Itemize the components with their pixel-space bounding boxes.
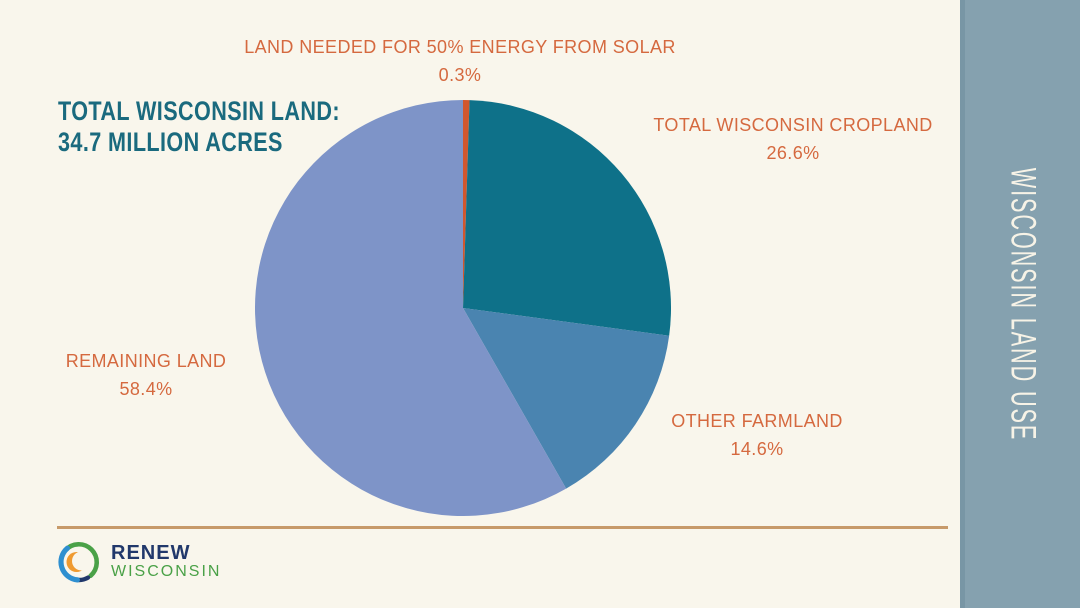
renew-wisconsin-logo: RENEW WISCONSIN <box>55 538 221 586</box>
pie-chart <box>254 99 672 516</box>
renew-logo-swirl-icon <box>58 542 99 583</box>
chart-title-line1: TOTAL WISCONSIN LAND: <box>58 96 340 126</box>
chart-title-line2: 34.7 MILLION ACRES <box>58 127 283 157</box>
pie-slice-1 <box>463 100 672 336</box>
slice-value-cropland: 26.6% <box>766 143 820 163</box>
logo-text: RENEW WISCONSIN <box>111 541 222 581</box>
logo-wisconsin-text: WISCONSIN <box>111 562 222 580</box>
pie-slice-0 <box>463 99 470 308</box>
slice-label-cropland: TOTAL WISCONSIN CROPLAND 26.6% <box>643 111 943 167</box>
slice-value-farmland: 14.6% <box>730 439 784 459</box>
slice-label-remaining-text: REMAINING LAND <box>65 351 227 371</box>
chart-title: TOTAL WISCONSIN LAND: 34.7 MILLION ACRES <box>58 96 340 158</box>
slice-value-solar: 0.3% <box>438 65 482 85</box>
logo-renew-text: RENEW <box>111 541 191 564</box>
pie-slice-2 <box>463 308 670 489</box>
slice-label-farmland-text: OTHER FARMLAND <box>671 411 843 431</box>
slice-label-solar: LAND NEEDED FOR 50% ENERGY FROM SOLAR 0.… <box>180 33 740 89</box>
slice-label-farmland: OTHER FARMLAND 14.6% <box>617 407 897 463</box>
pie-slice-3 <box>254 100 567 516</box>
pie-chart-svg <box>254 99 672 516</box>
divider-line <box>57 526 948 529</box>
slice-value-remaining: 58.4% <box>119 379 173 399</box>
sidebar-vertical-title: WISCONSIN LAND USE <box>1003 167 1043 441</box>
slice-label-remaining: REMAINING LAND 58.4% <box>26 347 266 403</box>
slice-label-cropland-text: TOTAL WISCONSIN CROPLAND <box>653 115 933 135</box>
sidebar: WISCONSIN LAND USE <box>960 0 1080 608</box>
slice-label-solar-text: LAND NEEDED FOR 50% ENERGY FROM SOLAR <box>244 37 676 57</box>
